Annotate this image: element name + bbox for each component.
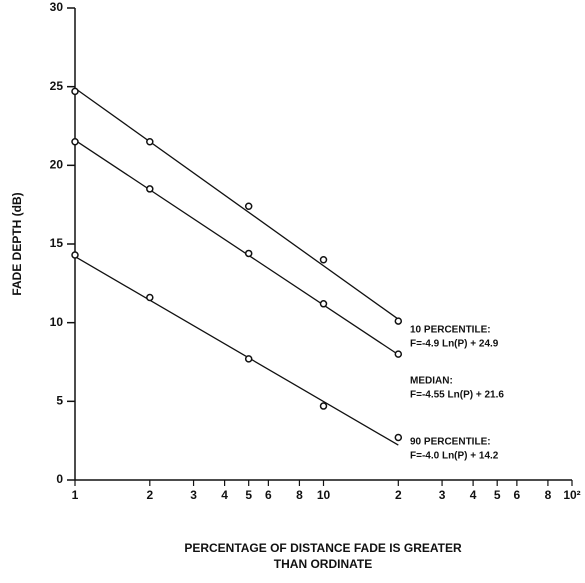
data-point bbox=[71, 87, 79, 96]
data-point bbox=[394, 350, 403, 358]
equation-label: F=-4.55 Ln(P) + 21.6 bbox=[410, 390, 504, 401]
x-tick-label: 6 bbox=[514, 488, 521, 502]
y-tick-label: 30 bbox=[50, 0, 64, 14]
fit-line bbox=[74, 256, 399, 446]
y-axis-label: FADE DEPTH (dB) bbox=[10, 192, 24, 295]
equation-label: F=-4.0 Ln(P) + 14.2 bbox=[410, 451, 499, 462]
y-tick-label: 25 bbox=[50, 79, 64, 93]
x-axis-label: THAN ORDINATE bbox=[274, 557, 372, 571]
legend-label: MEDIAN: bbox=[410, 376, 453, 387]
y-tick-label: 20 bbox=[50, 158, 64, 172]
data-point bbox=[146, 185, 154, 193]
x-axis-label: PERCENTAGE OF DISTANCE FADE IS GREATER bbox=[184, 541, 462, 555]
x-tick-label: 2 bbox=[146, 488, 153, 502]
data-point bbox=[244, 202, 253, 210]
x-tick-label: 1 bbox=[72, 488, 79, 502]
data-point bbox=[394, 317, 403, 325]
y-tick-label: 10 bbox=[50, 315, 64, 329]
x-tick-label: 4 bbox=[221, 488, 228, 502]
x-tick-label: 6 bbox=[265, 488, 272, 502]
x-tick-label: 2 bbox=[395, 488, 402, 502]
y-tick-label: 5 bbox=[56, 394, 63, 408]
x-tick-label: 5 bbox=[245, 488, 252, 502]
data-point bbox=[71, 137, 79, 146]
data-point bbox=[244, 249, 253, 258]
x-tick-label: 10 bbox=[317, 488, 331, 502]
fit-line bbox=[74, 87, 399, 320]
x-tick-label: 5 bbox=[494, 488, 501, 502]
equation-label: F=-4.9 Ln(P) + 24.9 bbox=[410, 339, 499, 350]
data-point bbox=[71, 251, 79, 259]
data-point bbox=[394, 433, 403, 442]
y-tick-label: 15 bbox=[50, 236, 64, 250]
x-tick-label: 4 bbox=[470, 488, 477, 502]
x-tick-label: 8 bbox=[545, 488, 552, 502]
fit-line bbox=[74, 139, 399, 356]
legend-label: 10 PERCENTILE: bbox=[410, 325, 491, 336]
data-point bbox=[146, 293, 154, 302]
x-tick-label: 3 bbox=[190, 488, 197, 502]
data-point bbox=[146, 137, 154, 146]
data-point bbox=[319, 300, 328, 308]
y-tick-label: 0 bbox=[56, 472, 63, 486]
x-tick-label: 10² bbox=[563, 488, 580, 502]
data-point bbox=[319, 402, 328, 410]
legend-label: 90 PERCENTILE: bbox=[410, 437, 491, 448]
data-point bbox=[319, 255, 328, 264]
x-tick-label: 3 bbox=[439, 488, 446, 502]
data-point bbox=[244, 355, 253, 363]
x-tick-label: 8 bbox=[296, 488, 303, 502]
